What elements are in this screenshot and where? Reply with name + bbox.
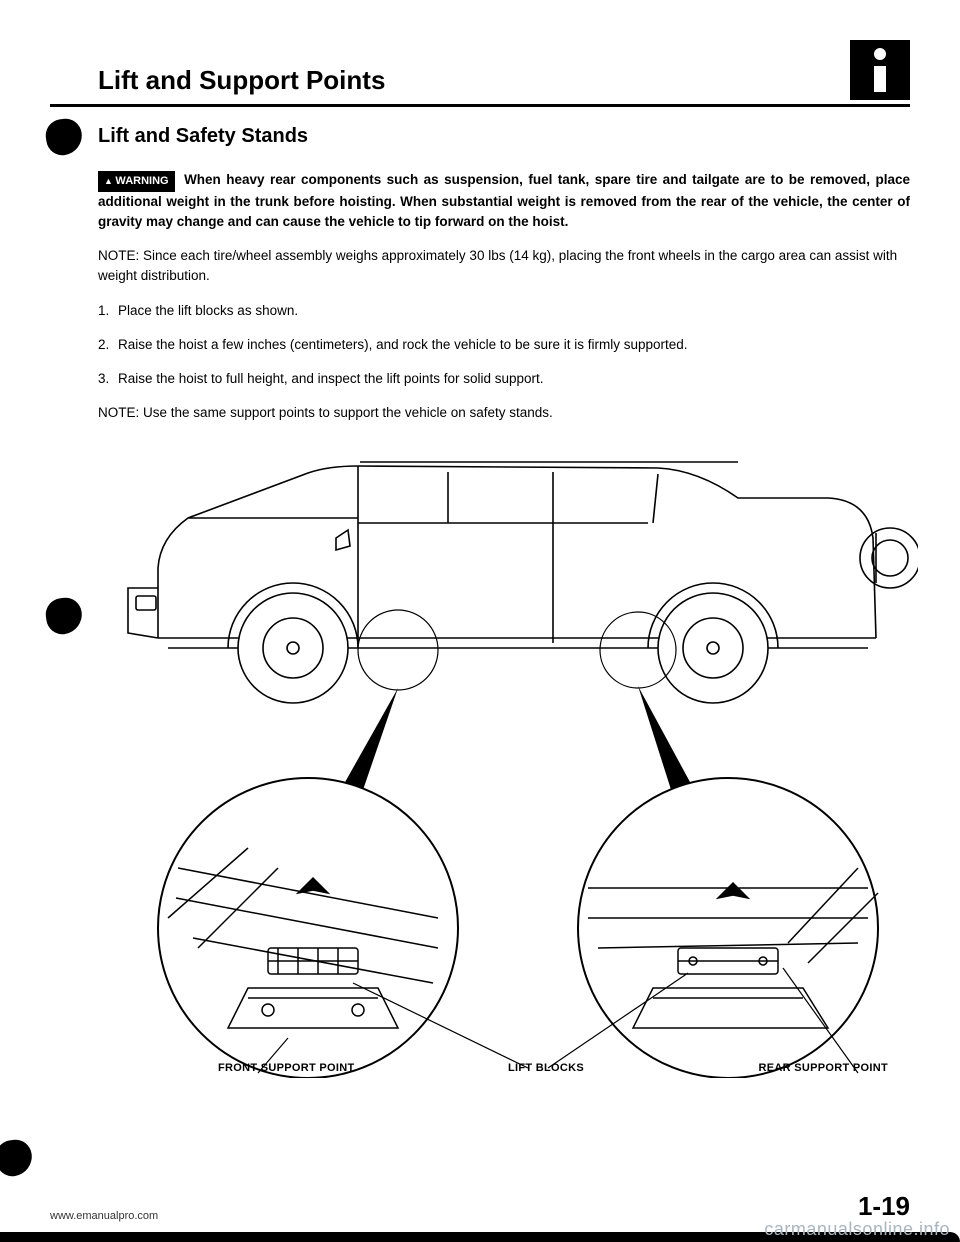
note-text: Since each tire/wheel assembly weighs ap… [98, 248, 897, 283]
step-text: Raise the hoist a few inches (centimeter… [118, 335, 688, 355]
step-text: Raise the hoist to full height, and insp… [118, 369, 544, 389]
watermark-text: carmanualsonline.info [764, 1219, 950, 1240]
list-number: 1. [98, 301, 118, 321]
page-header: Lift and Support Points [50, 40, 910, 107]
list-number: 3. [98, 369, 118, 389]
diagram-label-front: FRONT SUPPORT POINT [218, 1062, 354, 1074]
note-prefix: NOTE: [98, 405, 139, 420]
body-content: Lift and Safety Stands WARNING When heav… [98, 125, 910, 1078]
list-item: 3. Raise the hoist to full height, and i… [98, 369, 910, 389]
step-text: Place the lift blocks as shown. [118, 301, 298, 321]
page-number: 1-19 [858, 1191, 910, 1222]
section-title: Lift and Safety Stands [98, 125, 910, 148]
diagram-label-lift: LIFT BLOCKS [508, 1062, 584, 1074]
diagram-label-rear: REAR SUPPORT POINT [759, 1062, 888, 1074]
list-number: 2. [98, 335, 118, 355]
section-marker-icon [0, 1138, 34, 1179]
list-item: 1. Place the lift blocks as shown. [98, 301, 910, 321]
diagram-svg [98, 438, 918, 1078]
info-icon [850, 40, 910, 100]
list-item: 2. Raise the hoist a few inches (centime… [98, 335, 910, 355]
note-text: Use the same support points to support t… [143, 405, 553, 420]
vehicle-diagram: FRONT SUPPORT POINT LIFT BLOCKS REAR SUP… [98, 438, 918, 1078]
warning-paragraph: WARNING When heavy rear components such … [98, 170, 910, 232]
footer-url: www.emanualpro.com [50, 1210, 158, 1222]
note-prefix: NOTE: [98, 248, 139, 263]
warning-badge: WARNING [98, 171, 175, 192]
note-paragraph: NOTE: Since each tire/wheel assembly wei… [98, 246, 910, 287]
page-footer: www.emanualpro.com 1-19 [50, 1191, 910, 1222]
page-title: Lift and Support Points [98, 65, 385, 96]
warning-text: When heavy rear components such as suspe… [98, 172, 910, 229]
section-marker-icon [44, 595, 85, 636]
note-paragraph: NOTE: Use the same support points to sup… [98, 403, 910, 423]
steps-list: 1. Place the lift blocks as shown. 2. Ra… [98, 301, 910, 390]
section-marker-icon [44, 117, 85, 158]
